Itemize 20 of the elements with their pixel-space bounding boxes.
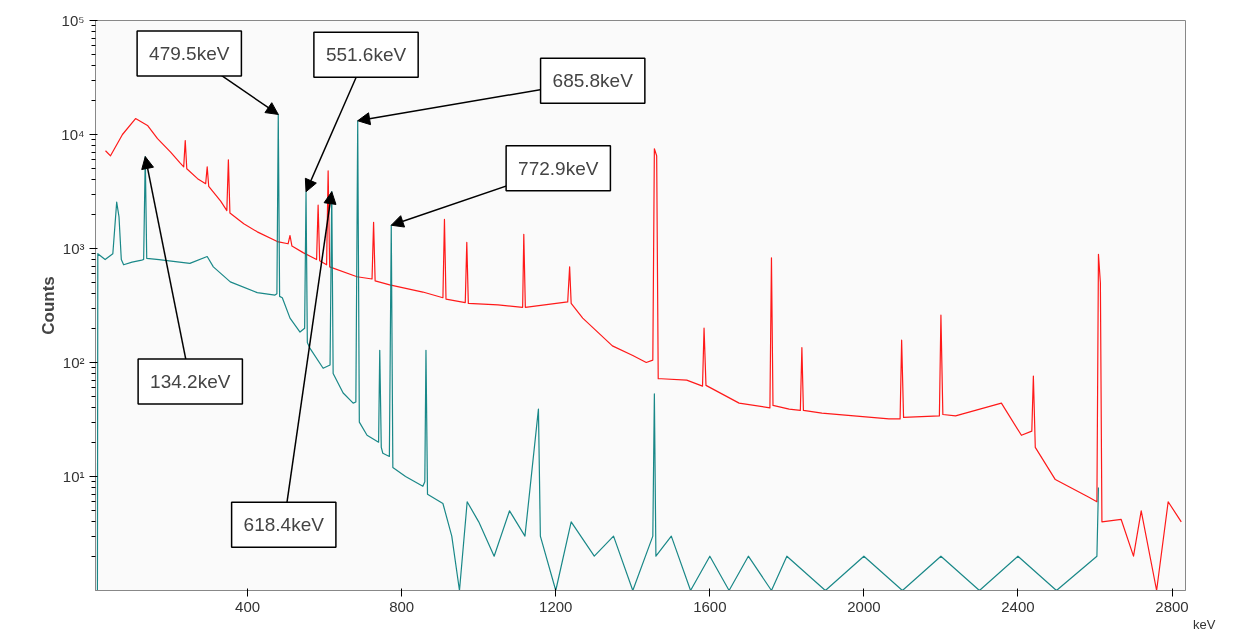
y-tick-label: 10⁴ [61, 126, 85, 143]
annotation: 772.9keV [518, 157, 599, 179]
annotation: 685.8keV [552, 70, 634, 92]
x-tick-label: 1600 [693, 597, 727, 615]
x-tick-label: 2000 [847, 597, 881, 615]
annotation: 479.5keV [149, 42, 230, 64]
x-tick-label: 1200 [539, 597, 573, 615]
x-tick-label: 2400 [1001, 597, 1035, 615]
y-tick-label: 10¹ [62, 468, 85, 485]
y-tick-label: 10² [62, 354, 85, 371]
annotation: 618.4keV [243, 514, 325, 536]
annotation: 551.6keV [325, 44, 407, 66]
y-tick-label: 10³ [62, 240, 85, 257]
annotation: 134.2keV [150, 371, 231, 393]
x-tick-label: 800 [389, 597, 415, 615]
x-axis-title: keV [1193, 616, 1216, 632]
y-axis-title: Counts [39, 276, 59, 335]
y-tick-label: 10⁵ [61, 12, 85, 29]
x-tick-label: 2800 [1155, 597, 1189, 615]
x-tick-label: 400 [235, 597, 261, 615]
